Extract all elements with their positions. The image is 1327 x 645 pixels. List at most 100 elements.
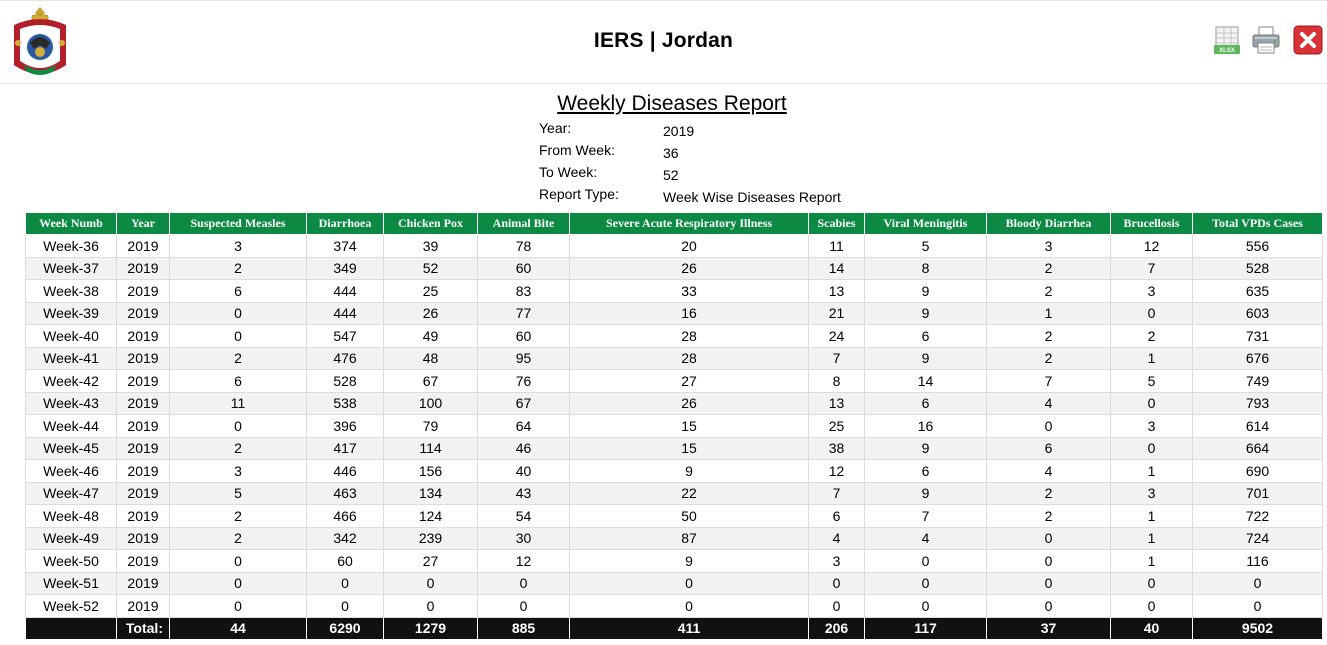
table-cell: Week-51	[25, 571, 117, 595]
table-cell: 0	[169, 594, 307, 618]
table-cell: 12	[808, 459, 865, 483]
table-cell: 2	[169, 256, 307, 280]
table-cell: 12	[1110, 234, 1193, 258]
table-cell: 4	[808, 526, 865, 550]
table-cell: 2	[169, 526, 307, 550]
table-cell: 3	[169, 234, 307, 258]
table-cell: 2019	[116, 414, 170, 438]
print-icon[interactable]	[1251, 25, 1281, 55]
table-cell: 30	[477, 526, 570, 550]
meta-value: 52	[663, 167, 679, 183]
table-cell: 749	[1192, 369, 1323, 393]
table-cell: 476	[306, 346, 384, 370]
table-cell: 9	[864, 481, 987, 505]
table-cell: 724	[1192, 526, 1323, 550]
table-row: Week-40 2019 0 547 49 60 28 24 6 2 2 731	[25, 324, 1323, 348]
column-header: Diarrhoea	[306, 212, 384, 235]
jordan-coat-of-arms-logo	[14, 7, 66, 75]
table-cell: 0	[986, 526, 1111, 550]
table-cell: Week-36	[25, 234, 117, 258]
table-cell: 67	[383, 369, 478, 393]
table-cell: 0	[169, 414, 307, 438]
totals-cell: 411	[569, 616, 809, 640]
table-cell: 28	[569, 324, 809, 348]
meta-label: Year:	[539, 120, 572, 136]
table-cell: 11	[808, 234, 865, 258]
xlsx-export-icon[interactable]: XLSX	[1212, 25, 1242, 55]
table-cell: 2019	[116, 436, 170, 460]
table-cell: 635	[1192, 279, 1323, 303]
table-cell: 701	[1192, 481, 1323, 505]
table-row: Week-37 2019 2 349 52 60 26 14 8 2 7 528	[25, 256, 1323, 280]
table-cell: 3	[1110, 279, 1193, 303]
table-cell: 28	[569, 346, 809, 370]
table-cell: 6	[864, 391, 987, 415]
table-cell: 16	[569, 301, 809, 325]
table-cell: 2	[169, 436, 307, 460]
column-header: Viral Meningitis	[864, 212, 987, 235]
table-cell: 49	[383, 324, 478, 348]
table-cell: 0	[1192, 594, 1323, 618]
table-cell: 444	[306, 301, 384, 325]
table-cell: 0	[477, 594, 570, 618]
table-cell: 60	[306, 549, 384, 573]
table-cell: 2	[169, 504, 307, 528]
close-icon[interactable]	[1293, 25, 1323, 55]
table-cell: Week-47	[25, 481, 117, 505]
table-cell: 20	[569, 234, 809, 258]
table-cell: 60	[477, 324, 570, 348]
table-cell: 5	[864, 234, 987, 258]
table-cell: 27	[383, 549, 478, 573]
table-cell: 466	[306, 504, 384, 528]
meta-label: Report Type:	[539, 186, 619, 202]
table-cell: 40	[477, 459, 570, 483]
table-row: Week-45 2019 2 417 114 46 15 38 9 6 0 664	[25, 436, 1323, 460]
totals-label: Total:	[116, 616, 170, 640]
table-cell: 556	[1192, 234, 1323, 258]
table-cell: 7	[808, 481, 865, 505]
table-row: Week-52 2019 0 0 0 0 0 0 0 0 0 0	[25, 594, 1323, 618]
table-cell: 603	[1192, 301, 1323, 325]
table-cell: 2019	[116, 594, 170, 618]
totals-blank-cell	[25, 616, 117, 640]
weekly-diseases-table: Week Numb Year Suspected Measles Diarrhoea C…	[25, 212, 1323, 640]
table-cell: 5	[169, 481, 307, 505]
totals-cell: 44	[169, 616, 307, 640]
table-cell: Week-44	[25, 414, 117, 438]
column-header: Suspected Measles	[169, 212, 307, 235]
table-cell: 25	[383, 279, 478, 303]
totals-cell: 9502	[1192, 616, 1323, 640]
table-row: Week-50 2019 0 60 27 12 9 3 0 0 1 116	[25, 549, 1323, 573]
table-cell: 6	[808, 504, 865, 528]
table-cell: 664	[1192, 436, 1323, 460]
table-cell: 21	[808, 301, 865, 325]
table-cell: 9	[864, 346, 987, 370]
table-row: Week-51 2019 0 0 0 0 0 0 0 0 0 0	[25, 571, 1323, 595]
table-cell: 374	[306, 234, 384, 258]
table-cell: 2	[986, 481, 1111, 505]
table-header: Week Numb Year Suspected Measles Diarrhoea C…	[25, 212, 1323, 235]
page-header: IERS | Jordan XLSX	[0, 0, 1327, 84]
table-cell: 6	[986, 436, 1111, 460]
table-cell: 4	[986, 459, 1111, 483]
table-cell: 6	[864, 324, 987, 348]
table-cell: 2019	[116, 459, 170, 483]
table-cell: 39	[383, 234, 478, 258]
table-row: Week-43 2019 11 538 100 67 26 13 6 4 0 793	[25, 391, 1323, 415]
table-cell: 5	[1110, 369, 1193, 393]
column-header: Animal Bite	[477, 212, 570, 235]
table-cell: 2	[169, 346, 307, 370]
table-cell: 78	[477, 234, 570, 258]
table-cell: Week-48	[25, 504, 117, 528]
table-cell: 11	[169, 391, 307, 415]
table-cell: 15	[569, 436, 809, 460]
table-cell: 0	[808, 594, 865, 618]
meta-value: 36	[663, 145, 679, 161]
table-cell: 46	[477, 436, 570, 460]
table-cell: 0	[169, 324, 307, 348]
table-cell: 0	[986, 594, 1111, 618]
column-header: Chicken Pox	[383, 212, 478, 235]
table-cell: Week-38	[25, 279, 117, 303]
table-cell: 9	[569, 549, 809, 573]
table-cell: 7	[1110, 256, 1193, 280]
